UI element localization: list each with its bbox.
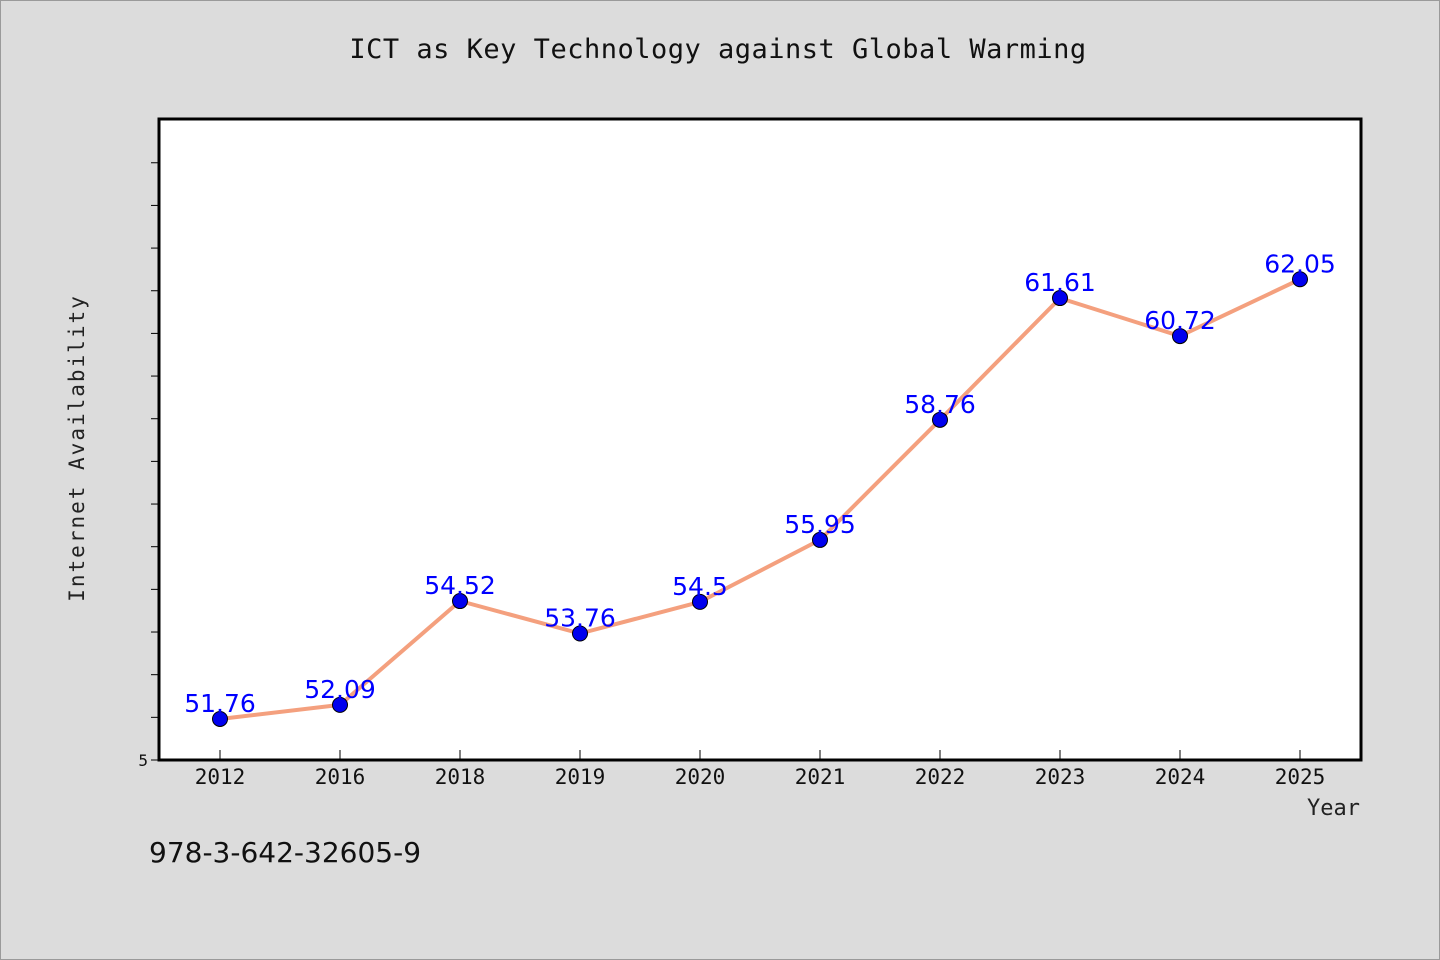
series-line	[219, 277, 1301, 721]
x-tick-label: 2012	[195, 765, 246, 789]
data-label: 58.76	[904, 390, 976, 419]
y-tick-label: 5	[138, 751, 148, 770]
x-tick-label: 2021	[795, 765, 846, 789]
plot-area	[157, 117, 1363, 762]
data-series	[212, 271, 1308, 727]
data-point	[572, 625, 588, 642]
data-label: 60.72	[1144, 306, 1216, 335]
x-tick-label: 2025	[1275, 765, 1326, 789]
data-label: 51.76	[184, 689, 256, 718]
x-axis-label: Year	[1307, 796, 1360, 821]
data-label: 52.09	[304, 675, 376, 704]
x-axis-ticks: 2012 2016 2018 2019 2020 2021 2022 2023 2024 2025	[195, 750, 1326, 789]
data-point	[1052, 290, 1068, 307]
data-label: 53.76	[544, 604, 616, 633]
chart-title: ICT as Key Technology against Global War…	[349, 34, 1087, 65]
x-tick-label: 2023	[1035, 765, 1086, 789]
data-point	[1292, 271, 1308, 288]
y-axis-ticks: 5	[138, 162, 159, 770]
x-tick-label: 2024	[1155, 765, 1206, 789]
data-labels: 51.76 52.09 54.52 53.76 54.5 55.95 58.76 61.61 6…	[184, 249, 1336, 718]
x-tick-label: 2022	[915, 765, 966, 789]
data-point	[1172, 328, 1188, 345]
x-tick-label: 2019	[555, 765, 606, 789]
x-tick-label: 2020	[675, 765, 726, 789]
data-label: 61.61	[1024, 268, 1096, 297]
data-label: 54.52	[424, 571, 496, 600]
data-point	[332, 696, 348, 713]
data-label: 62.05	[1264, 249, 1336, 278]
isbn-code: 978-3-642-32605-9	[149, 836, 422, 869]
x-tick-label: 2018	[435, 765, 486, 789]
data-point	[212, 710, 228, 727]
data-label: 54.5	[672, 572, 728, 601]
data-point	[692, 593, 708, 610]
x-tick-label: 2016	[315, 765, 366, 789]
data-point	[932, 411, 948, 428]
data-point	[452, 593, 468, 610]
data-label: 55.95	[784, 510, 856, 539]
data-point	[812, 531, 828, 548]
